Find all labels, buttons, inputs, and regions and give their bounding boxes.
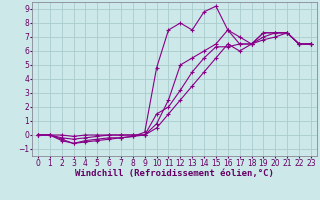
X-axis label: Windchill (Refroidissement éolien,°C): Windchill (Refroidissement éolien,°C)	[75, 169, 274, 178]
